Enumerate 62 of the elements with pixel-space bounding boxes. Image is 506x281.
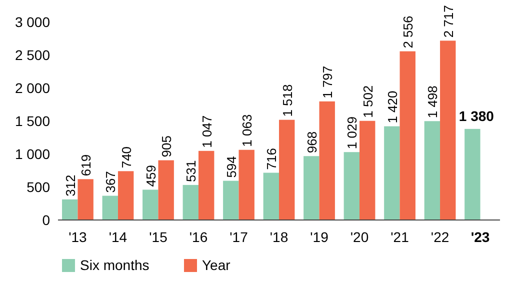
x-tick-label: '13 [68,229,88,245]
x-tick-label: '18 [270,229,288,245]
bar [263,172,279,220]
bar [223,180,239,220]
data-label: 1 420 [384,90,400,124]
bar [384,126,400,220]
data-label: 459 [143,165,158,187]
bar [238,150,254,220]
data-label: 1 029 [344,116,360,150]
y-tick-label: 1 000 [14,146,50,162]
data-label: 1 498 [425,86,440,118]
bar [400,51,416,220]
x-tick-label: '23 [470,229,490,245]
y-tick-label: 2 500 [14,46,50,63]
legend-label: Six months [80,257,150,273]
data-label: 1 502 [360,85,376,118]
bar [279,120,295,220]
data-label: 1 518 [280,84,295,117]
bar [344,152,360,220]
x-tick-label: '21 [390,229,410,245]
data-label: 1 797 [320,66,336,98]
data-label: 716 [264,148,280,170]
bar [319,101,335,220]
data-label: 367 [103,171,118,193]
data-label: 531 [184,160,199,182]
bar [424,121,440,220]
y-tick-label: 1 500 [14,112,50,129]
data-label: 2 717 [440,5,456,38]
bar [118,171,134,220]
x-tick-label: '19 [310,229,329,245]
bar [102,196,118,220]
bar [360,120,376,220]
bar [304,156,320,220]
data-label: 312 [62,174,78,196]
bar [158,160,174,220]
data-label: 619 [78,154,94,176]
y-tick-label: 500 [26,178,50,195]
bar [62,199,78,220]
bar [142,190,158,220]
x-tick-label: '15 [149,229,168,245]
data-label: 1 047 [199,115,214,148]
data-label: 594 [224,156,239,178]
bar [78,179,94,220]
bar [182,184,198,220]
y-tick-label: 0 [42,212,50,228]
x-tick-label: '14 [108,229,128,245]
bar [440,40,456,220]
data-label: 2 556 [400,16,416,48]
data-label: 1 063 [240,114,255,147]
y-tick-label: 3 000 [14,14,50,30]
x-tick-label: '20 [350,229,369,245]
data-label: 740 [118,146,134,168]
legend-label: Year [202,257,231,273]
data-label: 968 [304,131,320,154]
bar [464,128,480,220]
x-tick-label: '17 [230,229,248,245]
data-label: 905 [159,136,174,158]
x-tick-label: '22 [430,229,450,245]
data-label: 1 380 [458,108,494,124]
bar [198,150,214,220]
x-tick-label: '16 [189,229,208,245]
y-tick-label: 2 000 [14,80,50,96]
